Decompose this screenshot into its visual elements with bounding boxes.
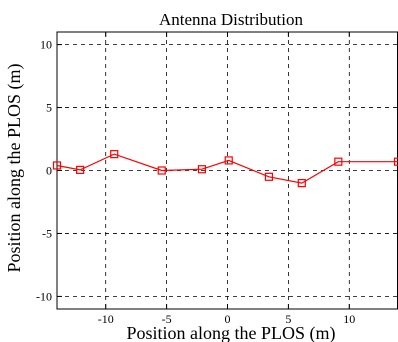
y-tick-label: 10 [40,38,52,52]
x-tick-label: -5 [162,312,172,326]
data-point [52,161,62,170]
axis-ticks [57,32,350,309]
y-tick-label: 0 [46,164,52,178]
data-point [264,172,274,181]
grid [57,32,398,309]
chart-title: Antenna Distribution [159,10,304,29]
x-tick-label: 5 [285,312,291,326]
y-tick-label: -5 [42,226,52,240]
data-point [393,157,398,166]
x-tick-label: -10 [98,312,114,326]
tick-labels: -10 -5 0 5 10 -10 -5 0 5 10 [36,38,355,326]
x-tick-label: 10 [343,312,355,326]
series-line [56,153,398,184]
data-point [224,156,233,165]
y-tick-label: 5 [46,101,52,115]
data-point [157,166,166,175]
data-point [76,165,85,174]
data-point [110,150,119,159]
data-point [197,165,207,174]
data-point [297,178,306,188]
y-axis-label: Position along the PLOS (m) [4,63,25,272]
data-point [334,157,343,166]
series-layer [52,150,398,188]
x-tick-label: 0 [225,312,231,326]
x-axis-label: Position along the PLOS (m) [126,323,335,342]
y-tick-label: -10 [36,289,52,303]
